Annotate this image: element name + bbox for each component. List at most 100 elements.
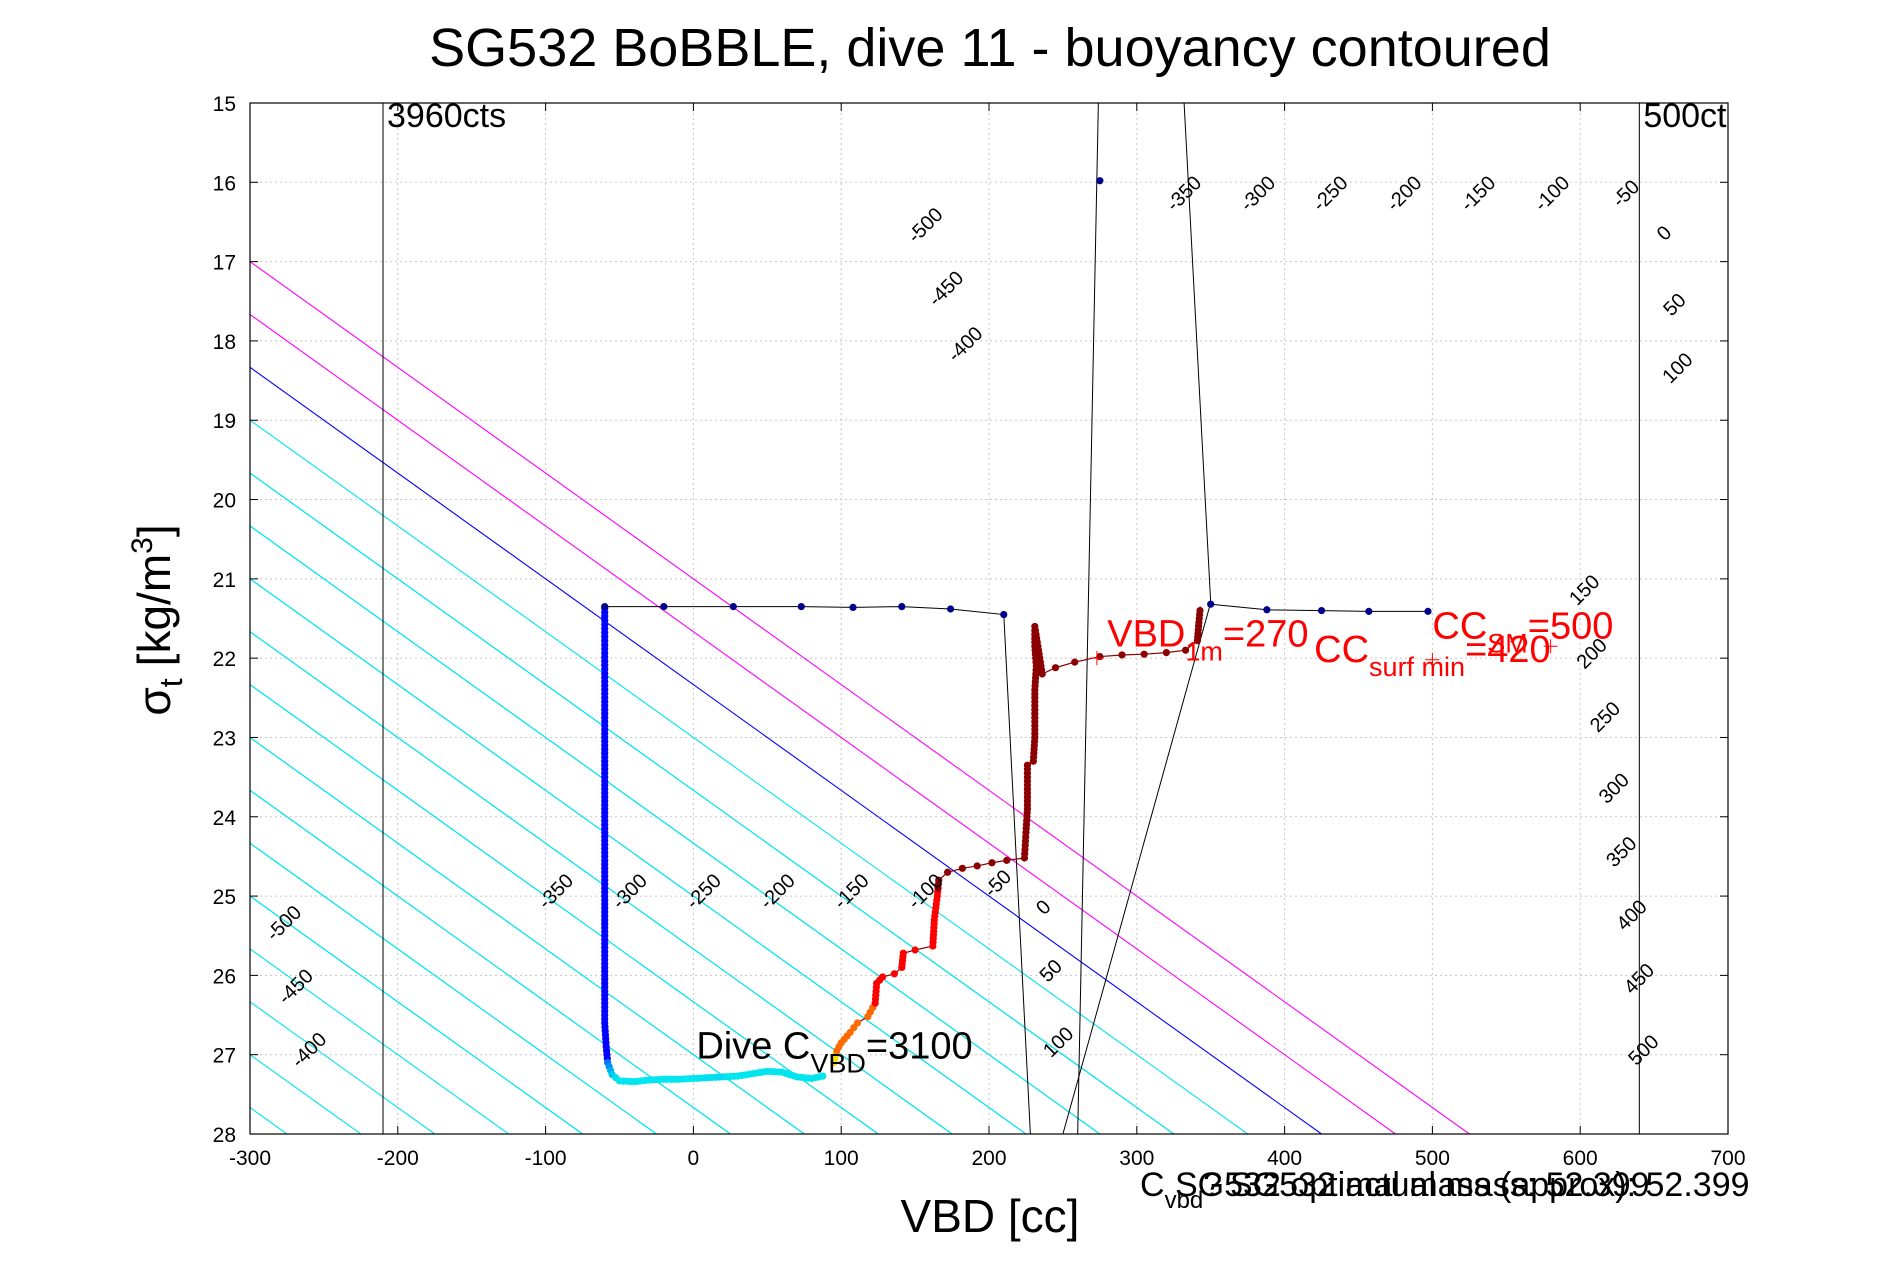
- x-tick-label: -100: [525, 1147, 567, 1170]
- annotation-value: =500: [1528, 605, 1614, 647]
- y-axis-label: σt [kg/m3]: [126, 524, 189, 715]
- climb-point: [890, 970, 899, 978]
- contour-label: -200: [1383, 172, 1427, 216]
- annotation-label: VBD1m=270: [1107, 613, 1308, 666]
- x-tick-label: 300: [1119, 1147, 1154, 1170]
- contour-label: 0: [1653, 222, 1676, 245]
- grid-layer: [249, 102, 1729, 1135]
- y-tick-label: 21: [213, 569, 236, 592]
- climb-point: [1181, 646, 1190, 654]
- y-axis-label-sub: t: [153, 678, 189, 687]
- y-axis-label-sup: 3: [126, 537, 159, 554]
- contour-line-cyan: [250, 895, 583, 1134]
- contour-line-magenta: [250, 313, 1396, 1134]
- contour-line-cyan: [250, 578, 1027, 1134]
- contour-label: -500: [262, 902, 306, 946]
- contour-line-cyan: [0, 103, 213, 1134]
- contour-line-cyan: [250, 842, 657, 1134]
- footer-note-optimal: SG532 optimal mass (approx): 52.399: [1175, 1166, 1750, 1204]
- y-tick-label: 15: [213, 93, 236, 116]
- y-tick-label: 18: [213, 331, 236, 354]
- annotation-main: CC: [1432, 605, 1487, 647]
- contour-label: 150: [1565, 571, 1604, 610]
- annotation-sub: surf min: [1369, 652, 1465, 682]
- contour-label: 500: [1624, 1031, 1663, 1070]
- climb-point: [1023, 761, 1032, 769]
- surface-point: [660, 603, 668, 611]
- climb-point: [911, 946, 919, 954]
- footer-vbd-sub: vbd: [1165, 1187, 1204, 1214]
- annotation-sub: SM: [1487, 628, 1528, 658]
- x-tick-label: -200: [377, 1147, 419, 1170]
- climb-point: [1196, 606, 1204, 615]
- climb-point: [1038, 670, 1046, 678]
- y-tick-label: 23: [213, 727, 236, 750]
- footer-vbd-rest: ?: [1203, 1166, 1222, 1204]
- contour-label: -300: [608, 870, 652, 914]
- contour-label: 100: [1658, 349, 1697, 388]
- climb-point: [853, 1019, 862, 1027]
- chart-title: SG532 BoBBLE, dive 11 - buoyancy contour…: [429, 18, 1551, 78]
- count-line-label: 3960cts: [387, 97, 506, 135]
- contour-label: 350: [1602, 833, 1641, 872]
- climb-point: [944, 868, 952, 876]
- contour-label: -450: [924, 267, 968, 311]
- contour-label: 300: [1595, 769, 1634, 808]
- contour-line-cyan: [250, 948, 509, 1134]
- surface-point: [849, 603, 857, 611]
- mass-line: [1077, 103, 1099, 1134]
- y-tick-label: 25: [213, 886, 236, 909]
- y-axis-label-main: σ: [128, 687, 180, 715]
- x-tick-label: 400: [1267, 1147, 1302, 1170]
- contour-label: -50: [1608, 176, 1644, 212]
- contour-line-cyan: [250, 789, 731, 1134]
- footer-note: Cvbd?: [1140, 1166, 1222, 1214]
- contour-label: -250: [1309, 172, 1353, 216]
- annotation-label: Dive CVBD=3100: [696, 1026, 972, 1079]
- y-tick-label: 24: [213, 807, 237, 830]
- contour-line-cyan: [250, 683, 879, 1134]
- annotation-sub: VBD: [810, 1049, 866, 1079]
- x-tick-label: 0: [688, 1147, 700, 1170]
- dive-point: [819, 1072, 827, 1080]
- annotation-label: CCSM=500: [1432, 605, 1613, 658]
- tick-layer: -300 -200 -100 0 100 200 300 400 500 600 700151617…: [213, 93, 1746, 1170]
- climb-point: [988, 859, 996, 867]
- y-tick-label: 22: [213, 648, 236, 671]
- climb-point: [973, 862, 981, 870]
- x-tick-label: -300: [229, 1147, 271, 1170]
- y-tick-label: 19: [213, 410, 236, 433]
- climb-surface-point: [1207, 600, 1215, 608]
- contour-label: 0: [1032, 896, 1055, 919]
- surface-point: [898, 603, 906, 611]
- y-axis-label-units: [kg/m: [128, 554, 180, 666]
- y-tick-label: 20: [213, 490, 236, 513]
- x-tick-label: 500: [1415, 1147, 1450, 1170]
- contour-line-cyan: [250, 842, 657, 1134]
- annotation-label: CCsurf min=420: [1314, 629, 1551, 682]
- annotation-value: =3100: [866, 1026, 973, 1068]
- climb-point: [1003, 856, 1011, 864]
- climb-point: [899, 949, 907, 957]
- contour-label: -400: [944, 323, 988, 367]
- contour-label: -450: [274, 965, 318, 1009]
- data-layer: [601, 177, 1432, 1135]
- contour-label: -200: [756, 870, 800, 914]
- contour-label: 100: [1039, 1023, 1078, 1062]
- climb-surface-point: [1365, 607, 1373, 615]
- annotation-value: =420: [1465, 629, 1551, 671]
- annotation-sub: 1m: [1185, 636, 1223, 666]
- contour-label: -350: [1162, 172, 1206, 216]
- contour-label: -150: [830, 870, 874, 914]
- climb-point: [1162, 649, 1170, 657]
- climb-point: [1118, 651, 1126, 659]
- contour-label: -500: [904, 204, 948, 248]
- climb-surface-point: [1424, 607, 1432, 615]
- contour-label: 250: [1586, 698, 1625, 737]
- x-tick-label: 100: [824, 1147, 859, 1170]
- y-tick-label: 26: [213, 965, 236, 988]
- surface-point: [946, 605, 955, 613]
- contour-line-cyan: [250, 736, 805, 1134]
